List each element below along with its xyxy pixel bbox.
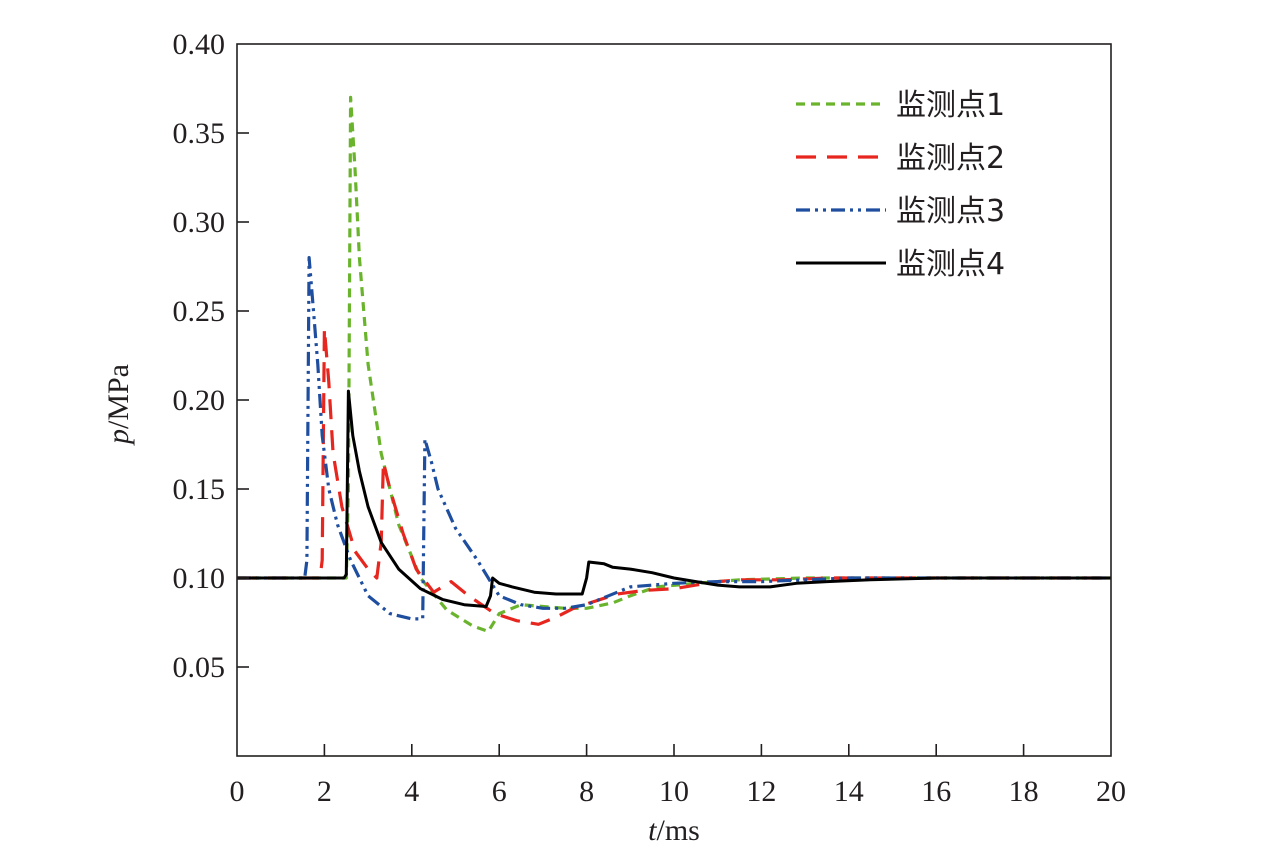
x-tick-label: 8 bbox=[579, 775, 594, 808]
x-tick-label: 0 bbox=[230, 775, 245, 808]
legend-label: 监测点1 bbox=[896, 88, 1005, 123]
x-tick-label: 4 bbox=[404, 775, 419, 808]
series-line bbox=[237, 256, 1111, 621]
x-tick-label: 6 bbox=[492, 775, 507, 808]
y-axis-variable: p bbox=[102, 429, 135, 446]
x-axis-title: t/ms bbox=[648, 814, 700, 847]
y-tick-label: 0.35 bbox=[173, 117, 226, 150]
y-tick-label: 0.25 bbox=[173, 295, 226, 328]
y-axis: 0.05 0.10 0.15 0.20 0.25 0.30 0.35 0.40 bbox=[173, 28, 249, 684]
series-line bbox=[237, 95, 1111, 633]
y-tick-label: 0.10 bbox=[173, 562, 226, 595]
x-tick-label: 12 bbox=[746, 775, 776, 808]
legend: 监测点1 监测点2 监测点3 监测点4 bbox=[796, 88, 1005, 282]
x-tick-label: 20 bbox=[1096, 775, 1126, 808]
x-tick-label: 14 bbox=[834, 775, 864, 808]
y-tick-label: 0.20 bbox=[173, 384, 226, 417]
y-tick-label: 0.15 bbox=[173, 473, 226, 506]
y-axis-unit: /MPa bbox=[102, 364, 135, 429]
x-tick-label: 2 bbox=[317, 775, 332, 808]
x-tick-label: 18 bbox=[1009, 775, 1039, 808]
x-axis-unit: /ms bbox=[656, 814, 699, 847]
x-tick-label: 10 bbox=[659, 775, 689, 808]
y-tick-label: 0.40 bbox=[173, 28, 226, 61]
x-axis-variable: t bbox=[648, 814, 657, 847]
legend-label: 监测点2 bbox=[896, 141, 1005, 176]
legend-label: 监测点4 bbox=[896, 247, 1005, 282]
y-tick-label: 0.30 bbox=[173, 206, 226, 239]
series-line bbox=[237, 327, 1111, 626]
series-line bbox=[237, 389, 1111, 608]
x-tick-label: 16 bbox=[921, 775, 951, 808]
y-tick-label: 0.05 bbox=[173, 651, 226, 684]
legend-label: 监测点3 bbox=[896, 194, 1005, 229]
series-layer bbox=[237, 95, 1111, 633]
y-axis-title: p/MPa bbox=[102, 364, 135, 446]
x-axis: 0 2 4 6 8 10 12 14 16 18 20 bbox=[230, 744, 1126, 808]
